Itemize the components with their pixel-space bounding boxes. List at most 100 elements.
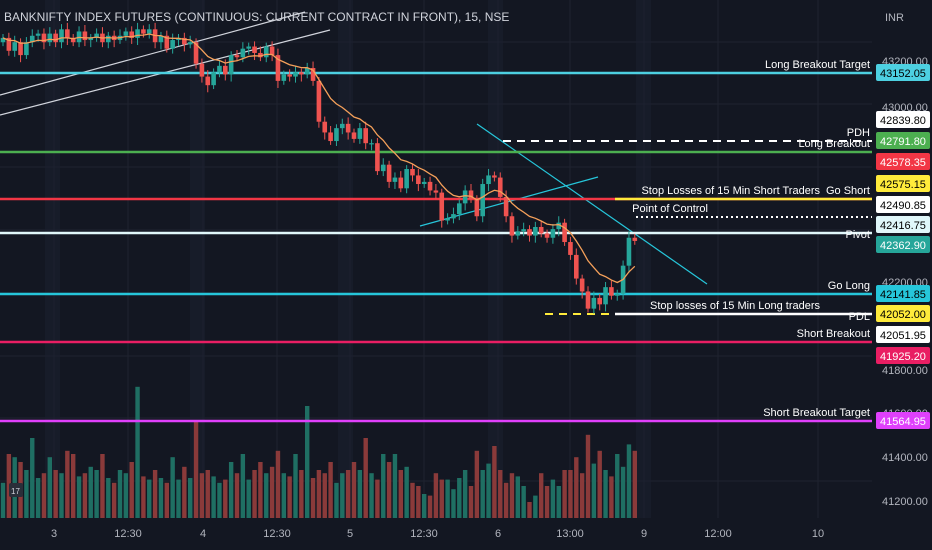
- candle-body: [492, 175, 497, 178]
- candle-body: [158, 35, 164, 43]
- price-badge-value: 42052.00: [880, 309, 926, 321]
- candle-body: [47, 33, 53, 43]
- volume-bar: [53, 470, 58, 518]
- volume-bar: [264, 473, 269, 518]
- candle-body: [404, 168, 409, 189]
- volume-bar: [556, 486, 561, 518]
- candle-body: [205, 76, 211, 86]
- candle-body: [24, 42, 29, 56]
- candle-body: [258, 52, 263, 58]
- candle-body: [468, 190, 474, 200]
- volume-bar: [328, 462, 333, 518]
- candle-body: [521, 229, 526, 232]
- price-badge-value: 42141.85: [880, 289, 926, 301]
- volume-bar: [234, 473, 240, 518]
- candle-body: [70, 37, 76, 43]
- candle-body: [533, 226, 538, 236]
- candle-body: [164, 35, 170, 49]
- volume-bar: [626, 444, 632, 518]
- price-badge: [876, 412, 930, 429]
- candle-body: [474, 199, 480, 217]
- volume-bar: [117, 470, 123, 518]
- candle-body: [6, 37, 12, 51]
- trendline-support[interactable]: [419, 176, 599, 227]
- volume-bar: [182, 466, 187, 518]
- volume-bar: [305, 406, 310, 518]
- candle-body: [591, 297, 597, 309]
- volume-bar: [82, 473, 88, 518]
- volume-bar: [65, 450, 70, 518]
- candle-body: [299, 72, 304, 75]
- volume-bar: [398, 470, 403, 518]
- x-tick-label: 5: [347, 528, 353, 540]
- volume-bar: [404, 466, 409, 518]
- candle-body: [445, 218, 450, 221]
- candle-body: [29, 35, 35, 43]
- candle-body: [252, 46, 257, 53]
- candle-body: [609, 287, 614, 296]
- price-badge: [876, 64, 930, 81]
- volume-bar: [498, 470, 503, 518]
- currency-label: INR: [885, 12, 904, 24]
- candle-body: [509, 216, 515, 236]
- candle-body: [193, 42, 199, 64]
- volume-bar: [539, 473, 544, 518]
- level-label-go-long: Go Long: [828, 280, 870, 292]
- candle-body: [340, 123, 345, 129]
- volume-bar: [316, 470, 322, 518]
- x-tick-label: 12:30: [114, 528, 142, 540]
- ema-path: [2, 33, 636, 284]
- volume-bar: [568, 470, 573, 518]
- volume-bar: [0, 482, 6, 518]
- volume-bar: [152, 470, 158, 518]
- level-label-go-short: Go Short: [826, 185, 870, 197]
- volume-bar: [322, 473, 327, 518]
- x-tick-label: 10: [812, 528, 824, 540]
- price-badge: [876, 236, 930, 253]
- volume-bar: [427, 495, 433, 518]
- volume-bar: [550, 479, 556, 518]
- volume-bar: [135, 386, 140, 518]
- level-label-pdl: PDL: [849, 311, 870, 323]
- candle-body: [65, 29, 70, 38]
- candle-body: [614, 293, 620, 296]
- candle-body: [433, 190, 439, 193]
- candle-body: [304, 67, 310, 75]
- session-band: [338, 0, 353, 518]
- price-badge-value: 41925.20: [880, 351, 926, 363]
- trendline-lower-channel[interactable]: [0, 11, 306, 96]
- candle-body: [538, 226, 544, 234]
- volume-bar: [480, 470, 485, 518]
- candle-body: [18, 42, 23, 56]
- price-badge-value: 42416.75: [880, 220, 926, 232]
- candle-body: [0, 37, 6, 43]
- price-badge-value: 42791.80: [880, 136, 926, 148]
- session-band: [636, 0, 651, 518]
- volume-bar: [94, 470, 99, 518]
- volume-bar: [620, 466, 626, 518]
- candle-body: [503, 196, 509, 217]
- volume-bar: [59, 473, 64, 518]
- candle-body: [550, 229, 556, 238]
- volume-bar: [176, 479, 181, 518]
- volume-bar: [293, 454, 298, 518]
- x-tick-label: 12:30: [263, 528, 291, 540]
- volume-bar: [287, 476, 292, 518]
- level-label-long-breakout-target: Long Breakout Target: [765, 59, 870, 71]
- volume-bar: [228, 462, 234, 518]
- volume-bar: [299, 470, 304, 518]
- candle-body: [497, 177, 503, 197]
- volume-bar: [223, 479, 228, 518]
- volume-bar: [603, 470, 608, 518]
- volume-bar: [527, 502, 532, 518]
- volume-bar: [457, 478, 462, 518]
- trendline-resistance[interactable]: [476, 123, 708, 285]
- volume-bar: [351, 462, 357, 518]
- volume-bar: [585, 434, 591, 518]
- volume-bar: [503, 482, 509, 518]
- price-badge: [876, 216, 930, 233]
- volume-bar: [439, 479, 444, 518]
- svg-text:17: 17: [11, 487, 20, 496]
